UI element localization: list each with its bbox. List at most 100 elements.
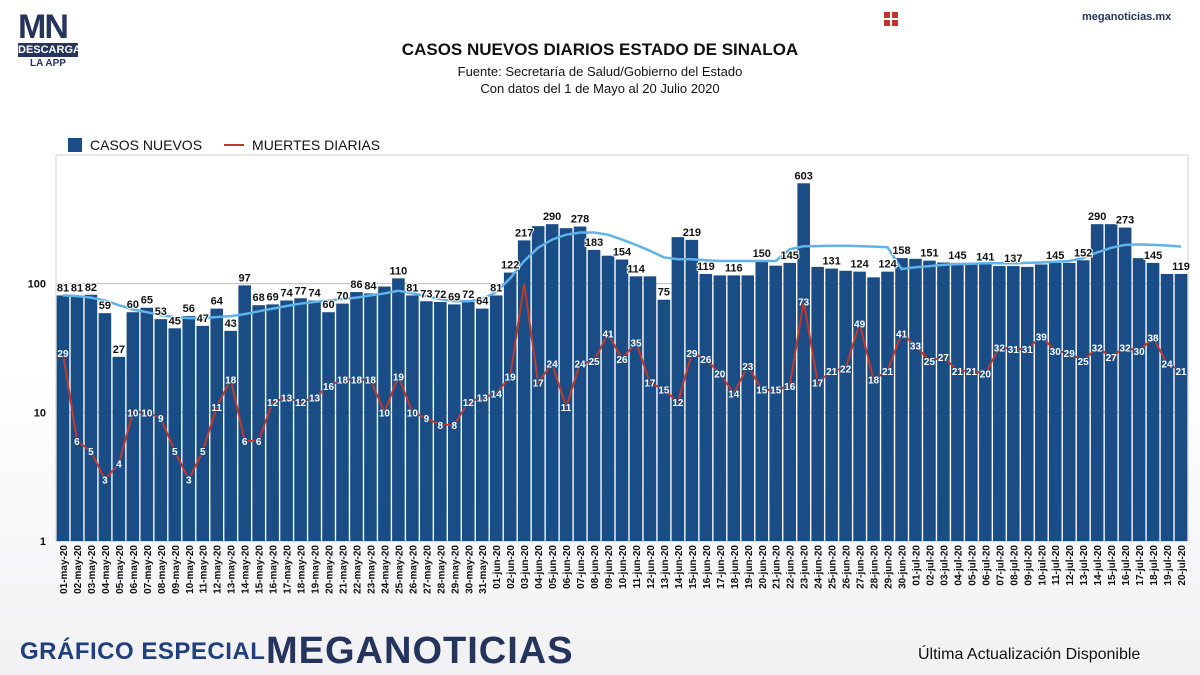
bar-casos-nuevos	[545, 224, 559, 542]
bar-casos-nuevos	[406, 295, 419, 541]
bar-value-label: 219	[683, 227, 701, 239]
death-value-label: 20	[714, 370, 726, 381]
bar-casos-nuevos	[308, 300, 321, 541]
death-value-label: 17	[812, 379, 824, 390]
x-tick-label: 10-jul-20	[1037, 545, 1048, 586]
brand-grid-icon	[884, 12, 898, 26]
x-tick-label: 08-jun-20	[590, 545, 601, 589]
legend-swatch-cases	[68, 138, 82, 152]
death-value-label: 13	[309, 394, 321, 405]
x-tick-label: 25-may-20	[394, 545, 405, 594]
bar-value-label: 81	[406, 282, 418, 294]
x-tick-label: 09-may-20	[171, 545, 182, 594]
death-value-label: 9	[158, 414, 164, 425]
bar-casos-nuevos	[867, 277, 880, 541]
bar-value-label: 69	[448, 291, 460, 303]
bar-casos-nuevos	[196, 325, 210, 541]
death-value-label: 23	[742, 362, 754, 373]
bar-casos-nuevos	[629, 276, 643, 541]
legend-label-cases: CASOS NUEVOS	[90, 137, 203, 153]
bar-value-label: 43	[225, 318, 237, 330]
chart-legend: CASOS NUEVOS MUERTES DIARIAS	[68, 136, 380, 154]
death-value-label: 73	[798, 297, 810, 308]
logo-mn-text: MN	[18, 8, 69, 46]
death-value-label: 8	[438, 421, 444, 432]
x-tick-label: 27-may-20	[422, 545, 433, 594]
bar-value-label: 124	[878, 259, 897, 271]
bar-value-label: 73	[420, 288, 432, 300]
bar-casos-nuevos	[685, 239, 699, 541]
bar-casos-nuevos	[727, 275, 741, 541]
bar-casos-nuevos	[1048, 262, 1062, 541]
death-value-label: 18	[868, 375, 880, 386]
bar-value-label: 47	[197, 313, 209, 325]
logo-descarga-text: DESCARGA	[18, 43, 81, 57]
death-value-label: 10	[407, 408, 419, 419]
death-value-label: 30	[1134, 347, 1146, 358]
death-value-label: 8	[452, 421, 458, 432]
bar-casos-nuevos	[1020, 266, 1034, 541]
bar-casos-nuevos	[671, 237, 685, 541]
bar-value-label: 151	[920, 248, 938, 260]
bar-value-label: 97	[239, 272, 251, 284]
bar-value-label: 145	[1046, 250, 1064, 262]
bar-casos-nuevos	[154, 319, 168, 541]
footer-brand-logo: MEGANOTICIAS	[266, 630, 574, 672]
death-value-label: 15	[658, 386, 670, 397]
bar-value-label: 137	[1004, 253, 1022, 265]
x-tick-label: 23-jun-20	[800, 545, 811, 589]
death-value-label: 35	[630, 338, 642, 349]
bar-casos-nuevos	[224, 330, 237, 541]
bar-casos-nuevos	[1174, 273, 1188, 541]
x-tick-label: 02-jun-20	[506, 545, 517, 589]
x-tick-label: 18-may-20	[297, 545, 308, 594]
death-value-label: 5	[200, 447, 206, 458]
x-tick-label: 01-jun-20	[492, 545, 503, 589]
x-tick-label: 17-jun-20	[716, 545, 727, 589]
bar-casos-nuevos	[643, 276, 657, 541]
bar-value-label: 74	[280, 287, 293, 299]
x-tick-label: 11-jun-20	[632, 545, 643, 589]
x-tick-label: 19-jun-20	[744, 545, 755, 589]
x-tick-label: 19-may-20	[311, 545, 322, 594]
bar-casos-nuevos	[1132, 258, 1146, 541]
bar-casos-nuevos	[350, 292, 363, 541]
death-value-label: 30	[1050, 347, 1062, 358]
death-value-label: 18	[365, 375, 377, 386]
death-value-label: 15	[756, 386, 768, 397]
death-value-label: 19	[505, 372, 517, 383]
bar-casos-nuevos	[56, 295, 70, 541]
bar-casos-nuevos	[336, 303, 349, 541]
x-tick-label: 10-may-20	[185, 545, 196, 594]
x-tick-label: 30-jun-20	[898, 545, 909, 589]
death-value-label: 3	[186, 476, 192, 487]
bar-casos-nuevos	[979, 264, 992, 541]
death-value-label: 16	[323, 382, 335, 393]
death-value-label: 26	[616, 355, 628, 366]
x-tick-label: 13-jun-20	[660, 545, 671, 589]
x-tick-label: 26-may-20	[408, 545, 419, 594]
x-tick-label: 25-jun-20	[828, 545, 839, 589]
footer-special-label: GRÁFICO ESPECIAL	[20, 638, 266, 665]
bar-casos-nuevos	[252, 305, 265, 541]
bar-casos-nuevos	[503, 272, 517, 541]
bar-casos-nuevos	[741, 275, 755, 541]
bar-value-label: 183	[585, 237, 603, 249]
x-tick-label: 02-may-20	[73, 545, 84, 594]
legend-label-deaths: MUERTES DIARIAS	[252, 137, 381, 153]
bar-value-label: 290	[543, 211, 561, 223]
y-tick-label: 10	[34, 407, 46, 419]
line-muertes-diarias	[62, 283, 1182, 482]
death-value-label: 29	[1064, 349, 1076, 360]
bar-value-label: 84	[364, 280, 377, 292]
site-url[interactable]: meganoticias.mx	[1082, 11, 1172, 23]
bar-casos-nuevos	[1034, 264, 1048, 541]
bar-casos-nuevos	[1160, 273, 1174, 541]
death-value-label: 32	[1092, 343, 1104, 354]
x-tick-label: 14-may-20	[241, 545, 252, 594]
death-value-label: 13	[281, 394, 293, 405]
x-tick-label: 12-jun-20	[646, 545, 657, 589]
x-tick-label: 03-may-20	[87, 545, 98, 594]
meganoticias-app-logo[interactable]: MN DESCARGA LA APP	[18, 8, 81, 69]
